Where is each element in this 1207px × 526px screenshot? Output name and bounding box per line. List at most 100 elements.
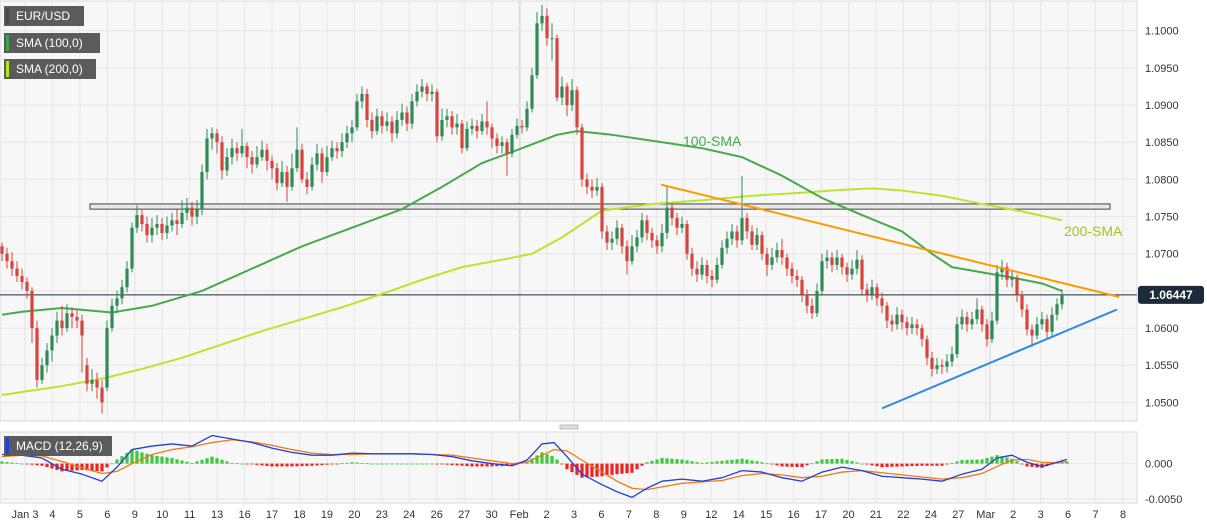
price-tick-label: 1.0700 (1145, 249, 1179, 261)
candle-body-down (800, 279, 804, 295)
candle-body-down (475, 125, 479, 132)
macd-histogram-bar-positive (690, 461, 694, 464)
candle-body-up (770, 257, 774, 265)
candle-body-up (210, 133, 214, 139)
candle-body-up (330, 148, 334, 158)
macd-histogram-bar-positive (220, 459, 224, 464)
price-tick-label: 1.0900 (1145, 100, 1179, 112)
candle-body-up (130, 227, 134, 269)
macd-histogram-bar-negative (805, 463, 809, 466)
sma200-line (1, 187, 1063, 396)
macd-histogram-bar-positive (815, 461, 819, 464)
macd-histogram-bar-positive (1060, 462, 1064, 464)
x-tick-label: 4 (49, 509, 55, 521)
candle-body-down (450, 116, 454, 128)
candle-body-down (75, 316, 79, 321)
candle-body-up (40, 365, 44, 381)
macd-histogram-bar-negative (590, 463, 594, 477)
candle-body-down (780, 250, 784, 258)
macd-histogram-bar-negative (45, 463, 49, 468)
x-tick-label: 30 (486, 509, 498, 521)
legend-macd[interactable]: MACD (12,26,9) (4, 436, 112, 456)
candle-body-down (840, 257, 844, 268)
candle-body-down (555, 38, 559, 98)
macd-histogram-bar-positive (700, 462, 704, 464)
candle-body-up (945, 361, 949, 367)
legend-symbol[interactable]: EUR/USD (4, 6, 84, 26)
candle-body-up (630, 246, 634, 262)
macd-histogram-bar-positive (1015, 461, 1019, 464)
macd-histogram-bar-negative (880, 463, 884, 468)
candle-body-down (250, 157, 254, 165)
candle-body-down (930, 357, 934, 369)
candle-body-up (420, 86, 424, 92)
macd-histogram-bar-positive (425, 463, 429, 465)
candle-body-down (860, 259, 864, 290)
candle-body-up (995, 272, 999, 321)
candle-body-up (960, 316, 964, 325)
macd-histogram-bar-negative (280, 463, 284, 467)
candle-body-down (620, 227, 624, 247)
candle-body-up (225, 157, 229, 171)
x-tick-label: 3 (571, 509, 577, 521)
candle-body-down (140, 215, 144, 225)
macd-histogram-bar-positive (170, 458, 174, 464)
candle-body-up (610, 238, 614, 243)
macd-histogram-bar-negative (605, 463, 609, 476)
candle-body-up (1060, 295, 1064, 305)
candle-body-up (395, 119, 399, 134)
macd-histogram-bar-negative (490, 463, 494, 467)
macd-histogram-bar-positive (860, 463, 864, 465)
candle-body-down (25, 281, 29, 291)
macd-histogram-bar-positive (360, 462, 364, 464)
candle-body-up (410, 101, 414, 124)
legend-sma200[interactable]: SMA (200,0) (4, 59, 96, 79)
macd-histogram-bar-negative (795, 463, 799, 467)
macd-histogram-bar-positive (160, 456, 164, 464)
candle-body-up (870, 287, 874, 295)
price-tick-label: 1.0600 (1145, 323, 1179, 335)
x-tick-label: 24 (925, 509, 937, 521)
candle-body-up (970, 319, 974, 325)
macd-histogram-bar-negative (105, 463, 109, 468)
x-tick-label: 21 (870, 509, 882, 521)
candle-body-up (45, 350, 49, 366)
macd-histogram-bar-positive (120, 456, 124, 464)
price-tick-label: 1.0950 (1145, 63, 1179, 75)
candle-body-up (1010, 277, 1014, 280)
macd-histogram-bar-positive (985, 458, 989, 464)
candle-body-down (905, 322, 909, 329)
macd-histogram-bar-negative (485, 463, 489, 467)
macd-histogram-bar-negative (630, 463, 634, 473)
macd-histogram-bar-negative (885, 463, 889, 467)
x-tick-label: 18 (293, 509, 305, 521)
macd-histogram-bar-negative (320, 463, 324, 466)
candle-body-down (565, 86, 569, 106)
macd-histogram-bar-negative (790, 463, 794, 467)
macd-histogram-bar-negative (915, 463, 919, 466)
macd-histogram-bar-negative (625, 463, 629, 474)
candle-body-down (320, 153, 324, 172)
candle-body-down (845, 267, 849, 275)
price-tick-label: 1.0500 (1145, 397, 1179, 409)
candle-body-up (200, 171, 204, 210)
candle-body-up (850, 268, 854, 275)
macd-histogram-bar-negative (615, 463, 619, 475)
x-tick-label: 6 (598, 509, 604, 521)
candle-body-down (30, 290, 34, 329)
macd-histogram-bar-positive (965, 459, 969, 464)
x-tick-label: 10 (156, 509, 168, 521)
candle-body-up (360, 93, 364, 102)
macd-histogram-bar-negative (460, 463, 464, 466)
macd-histogram-bar-positive (415, 463, 419, 465)
legend-sma100[interactable]: SMA (100,0) (4, 33, 100, 53)
candle-body-down (20, 276, 24, 282)
candle-body-up (510, 134, 514, 154)
macd-histogram-bar-negative (30, 463, 34, 465)
candle-body-up (355, 101, 359, 128)
candle-body-down (95, 380, 99, 388)
candle-body-down (495, 138, 499, 146)
candle-body-down (655, 240, 659, 247)
macd-histogram-bar-negative (940, 463, 944, 466)
